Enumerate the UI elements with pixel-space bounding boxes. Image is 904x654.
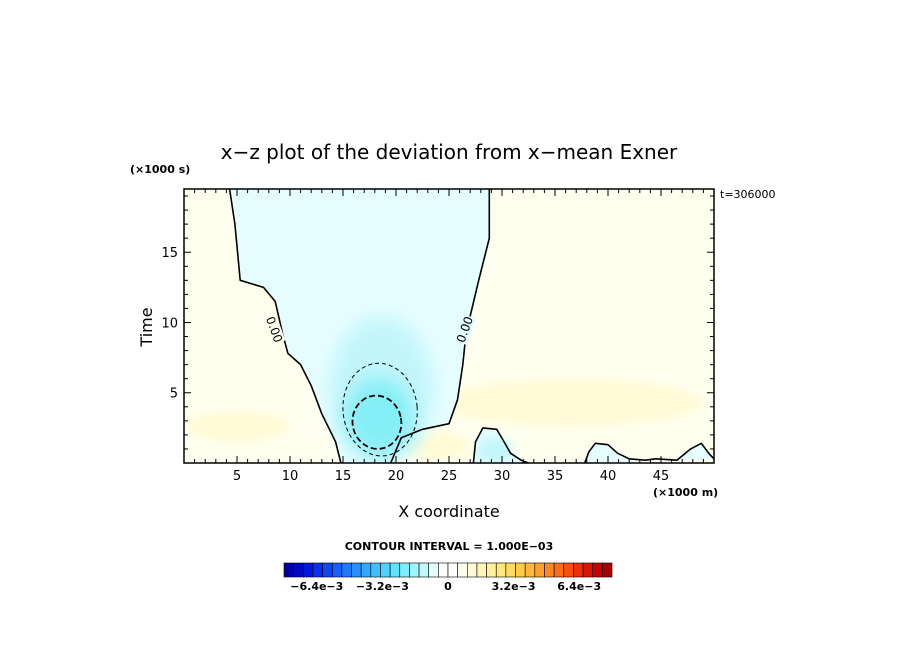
colorbar-swatch — [534, 562, 545, 578]
positive-band-center — [406, 432, 471, 461]
negative-core-strong — [345, 378, 413, 455]
x-tick-label: 5 — [233, 469, 241, 484]
x-tick-label: 30 — [494, 469, 511, 484]
colorbar-swatch — [428, 562, 439, 578]
colorbar-swatch — [602, 562, 613, 578]
colorbar-swatch — [544, 562, 555, 578]
negative-lobe-core — [476, 437, 513, 463]
axis-ticks — [184, 189, 714, 463]
colorbar-labels: −6.4e−3 −3.2e−3 0 3.2e−3 6.4e−3 — [290, 580, 601, 593]
colorbar-tick-label: 0 — [444, 580, 452, 593]
colorbar-tick-label: −6.4e−3 — [290, 580, 343, 593]
colorbar-swatch — [399, 562, 410, 578]
colorbar-swatch — [438, 562, 449, 578]
colorbar-swatch — [505, 562, 516, 578]
colorbar-tick-label: 6.4e−3 — [557, 580, 601, 593]
colorbar-swatch — [331, 562, 343, 578]
negative-region-lobe-3 — [584, 443, 714, 463]
colorbar-swatch — [592, 562, 603, 578]
y-axis-label: Time — [137, 307, 156, 347]
colorbar-swatch — [457, 562, 468, 578]
y-tick-labels: 5 10 15 — [161, 246, 178, 402]
x-unit-label: (×1000 m) — [653, 486, 718, 499]
positive-band-right — [438, 378, 704, 427]
x-tick-label: 40 — [600, 469, 617, 484]
colorbar-swatch — [312, 562, 323, 578]
colorbar-swatch — [409, 562, 420, 578]
colorbar-swatch — [466, 562, 478, 578]
x-tick-label: 15 — [335, 469, 352, 484]
colorbar-swatch — [302, 562, 314, 578]
zero-contour-bump-40 — [583, 442, 714, 463]
x-tick-label: 35 — [547, 469, 564, 484]
colorbar-swatch — [360, 562, 372, 578]
x-tick-label: 25 — [441, 469, 458, 484]
chart-title: x−z plot of the deviation from x−mean Ex… — [221, 140, 678, 164]
y-tick-label: 5 — [170, 387, 178, 402]
colorbar-swatch — [322, 562, 333, 578]
colorbar-swatch — [495, 562, 507, 578]
colorbar-swatch — [283, 562, 294, 578]
colorbar-swatch — [582, 562, 594, 578]
colorbar-swatch — [389, 562, 401, 578]
colorbar-swatch — [293, 562, 304, 578]
contour-label-bg — [453, 313, 477, 346]
x-axis-label: X coordinate — [398, 502, 499, 521]
colorbar-swatch — [486, 562, 497, 578]
colorbar-tick-label: −3.2e−3 — [356, 580, 409, 593]
negative-contour-1 — [351, 394, 403, 450]
colorbar-swatch — [573, 562, 584, 578]
y-tick-label: 15 — [161, 246, 178, 261]
colorbar-swatch — [447, 562, 458, 578]
colorbar-swatch — [476, 562, 487, 578]
zero-contour-right — [389, 189, 491, 463]
positive-band-left — [184, 411, 290, 442]
y-unit-label: (×1000 s) — [130, 163, 190, 176]
colorbar-swatch — [370, 562, 381, 578]
contour-label-bg — [262, 313, 286, 346]
colorbar-swatch — [553, 562, 565, 578]
timestamp-label: t=306000 — [720, 188, 776, 201]
colorbar-swatch — [418, 562, 430, 578]
contour-lines — [228, 189, 714, 463]
x-tick-labels: 5 10 15 20 25 30 35 40 45 — [233, 469, 669, 484]
colorbar — [283, 562, 613, 578]
zero-contour-left — [228, 189, 342, 463]
colorbar-swatch — [515, 562, 526, 578]
colorbar-swatch — [524, 562, 536, 578]
colorbar-tick-label: 3.2e−3 — [492, 580, 536, 593]
x-tick-label: 10 — [282, 469, 299, 484]
x-tick-label: 20 — [388, 469, 405, 484]
y-tick-label: 10 — [161, 316, 178, 331]
x-tick-label: 45 — [653, 469, 670, 484]
zero-contour-bump-30 — [472, 427, 529, 463]
negative-contour-0 — [342, 362, 418, 457]
colorbar-swatch — [341, 562, 352, 578]
contour-interval-text: CONTOUR INTERVAL = 1.000E−03 — [345, 540, 554, 553]
colorbar-swatch — [563, 562, 574, 578]
colorbar-swatch — [351, 562, 362, 578]
plot-area — [184, 189, 714, 463]
colorbar-swatch — [380, 562, 391, 578]
